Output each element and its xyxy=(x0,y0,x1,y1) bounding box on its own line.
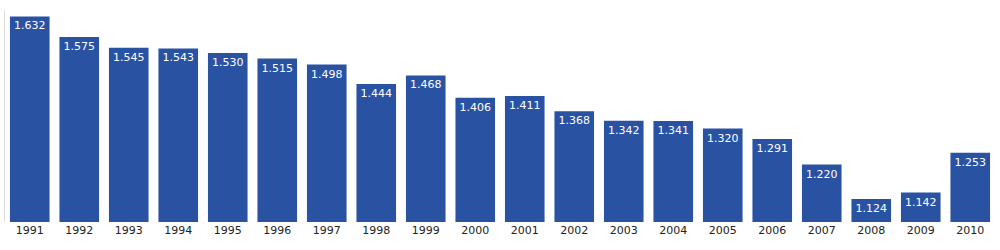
svg-text:1.468: 1.468 xyxy=(410,78,442,91)
svg-text:1.406: 1.406 xyxy=(460,101,492,114)
svg-text:2002: 2002 xyxy=(560,224,588,237)
svg-text:2000: 2000 xyxy=(461,224,489,237)
svg-text:1995: 1995 xyxy=(214,224,242,237)
svg-text:1.545: 1.545 xyxy=(113,51,145,64)
svg-text:1996: 1996 xyxy=(263,224,291,237)
svg-text:1.543: 1.543 xyxy=(163,51,195,64)
svg-text:1997: 1997 xyxy=(313,224,341,237)
svg-text:1991: 1991 xyxy=(16,224,44,237)
svg-text:1994: 1994 xyxy=(164,224,192,237)
svg-text:2004: 2004 xyxy=(659,224,687,237)
svg-text:2001: 2001 xyxy=(511,224,539,237)
svg-text:1.220: 1.220 xyxy=(806,168,838,181)
svg-text:1.575: 1.575 xyxy=(64,40,96,53)
svg-text:1.368: 1.368 xyxy=(559,114,591,127)
svg-text:1.124: 1.124 xyxy=(856,202,888,215)
svg-text:1.498: 1.498 xyxy=(311,68,343,81)
svg-text:1.444: 1.444 xyxy=(361,87,393,100)
svg-text:2006: 2006 xyxy=(758,224,786,237)
svg-text:2007: 2007 xyxy=(808,224,836,237)
svg-text:1.320: 1.320 xyxy=(707,132,739,145)
svg-text:1999: 1999 xyxy=(412,224,440,237)
svg-text:1.632: 1.632 xyxy=(14,19,46,32)
svg-text:1992: 1992 xyxy=(65,224,93,237)
svg-text:2003: 2003 xyxy=(610,224,638,237)
svg-text:2010: 2010 xyxy=(956,224,984,237)
svg-text:1993: 1993 xyxy=(115,224,143,237)
svg-text:1998: 1998 xyxy=(362,224,390,237)
svg-text:2008: 2008 xyxy=(857,224,885,237)
svg-text:1.291: 1.291 xyxy=(757,142,789,155)
svg-text:1.515: 1.515 xyxy=(262,62,294,75)
svg-text:2009: 2009 xyxy=(907,224,935,237)
svg-text:1.341: 1.341 xyxy=(658,124,690,137)
svg-text:1.342: 1.342 xyxy=(608,124,640,137)
svg-text:1.253: 1.253 xyxy=(955,156,987,169)
svg-text:1.142: 1.142 xyxy=(905,196,937,209)
svg-text:1.530: 1.530 xyxy=(212,56,244,69)
svg-text:1.411: 1.411 xyxy=(509,99,541,112)
svg-text:2005: 2005 xyxy=(709,224,737,237)
